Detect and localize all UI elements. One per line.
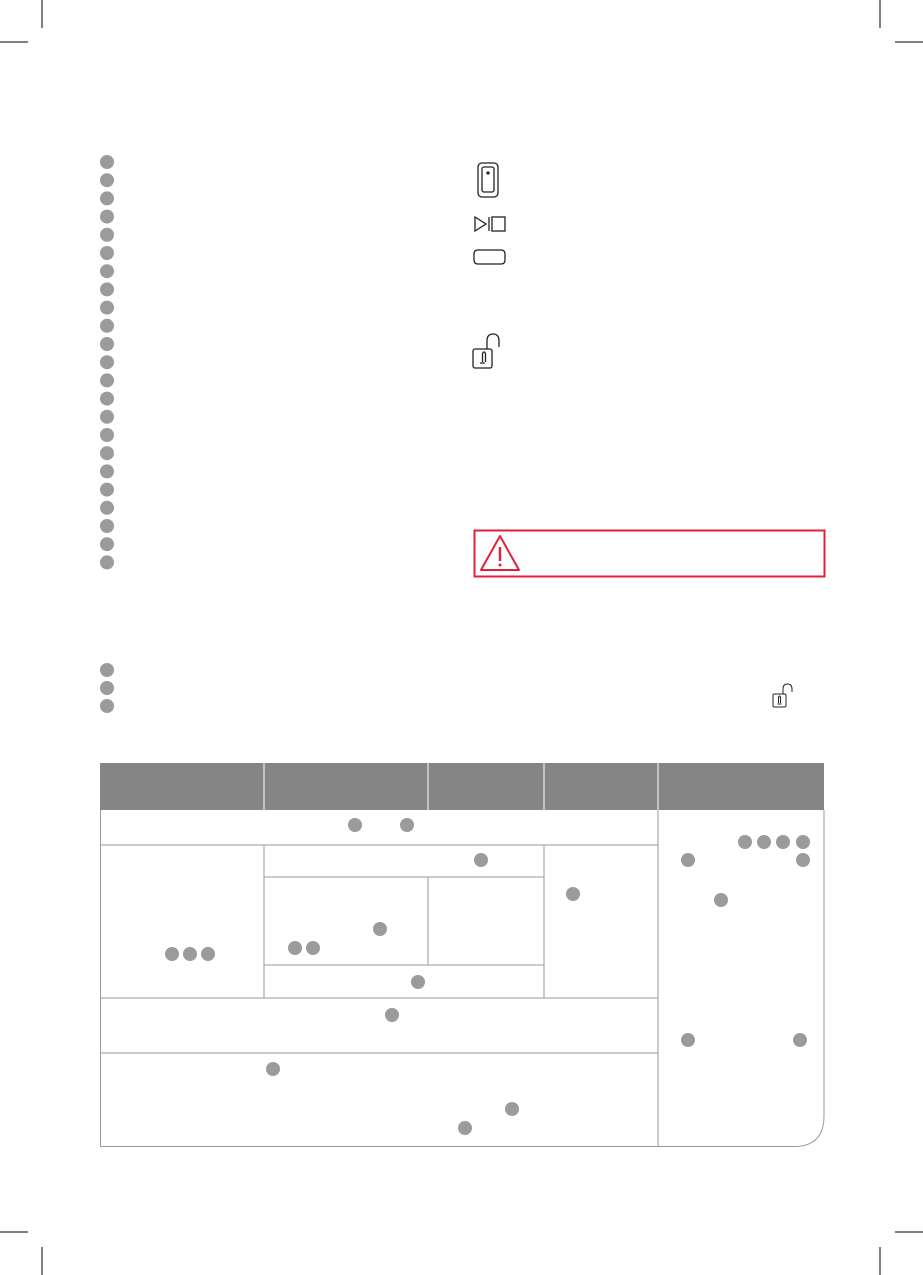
marker-dot [100,355,114,370]
marker-dot [100,409,114,424]
icons [472,162,793,708]
warning-dot [498,563,502,567]
marker-dot [100,519,114,533]
marker-dot [100,282,114,297]
lock-icon [472,333,500,369]
marker-dot [566,887,580,901]
marker-dot [793,1033,807,1047]
marker-dot [373,922,387,936]
marker-dot [100,537,114,552]
marker-dot [100,373,114,388]
marker-dot [348,818,362,832]
lock-icon-small [772,683,793,708]
marker-dot [288,941,302,955]
marker-dot [100,264,114,279]
marker-dot [474,853,488,867]
start-stop-icon [474,215,506,233]
marker-dot [796,835,810,849]
marker-dot [411,975,425,989]
marker-dot [681,853,695,867]
marker-dot [100,464,114,479]
marker-dot [400,818,414,832]
marker-dot [306,941,320,955]
marker-dot [183,947,197,961]
marker-dot [100,227,114,242]
warning-box [473,529,826,578]
table [100,763,825,1147]
marker-dot [100,209,114,224]
marker-dot [458,1121,472,1135]
marker-dot [100,391,114,406]
table-borders [100,810,825,1147]
marker-dot [385,1008,399,1022]
marker-dot [714,893,728,907]
marker-dot [100,500,114,515]
marker-dot [100,173,114,188]
marker-dot [100,681,114,695]
marker-dot [100,555,114,570]
marker-dot [100,191,114,206]
marker-dot [100,318,114,333]
marker-dot [100,428,114,442]
marker-dot [100,446,114,461]
marker-dot [201,947,215,961]
marker-dot [100,155,114,169]
marker-dot [100,246,114,260]
reference-markers [100,155,810,1135]
marker-dot [505,1102,519,1116]
warning-frame [473,529,826,578]
marker-dot [100,663,114,677]
door-icon [477,162,499,198]
marker-dot [266,1062,280,1076]
marker-dot [796,853,810,867]
marker-dot [738,835,752,849]
marker-dot [100,699,114,713]
marker-dot [165,947,179,961]
marker-dot [776,835,790,849]
marker-dot [757,835,771,849]
option-icon [473,249,506,265]
marker-dot [100,300,114,315]
table-header [100,763,824,810]
marker-dot [100,337,114,351]
marker-dot [681,1033,695,1047]
header-dividers [263,763,659,810]
warning-triangle [480,535,520,571]
marker-dot [100,482,114,497]
